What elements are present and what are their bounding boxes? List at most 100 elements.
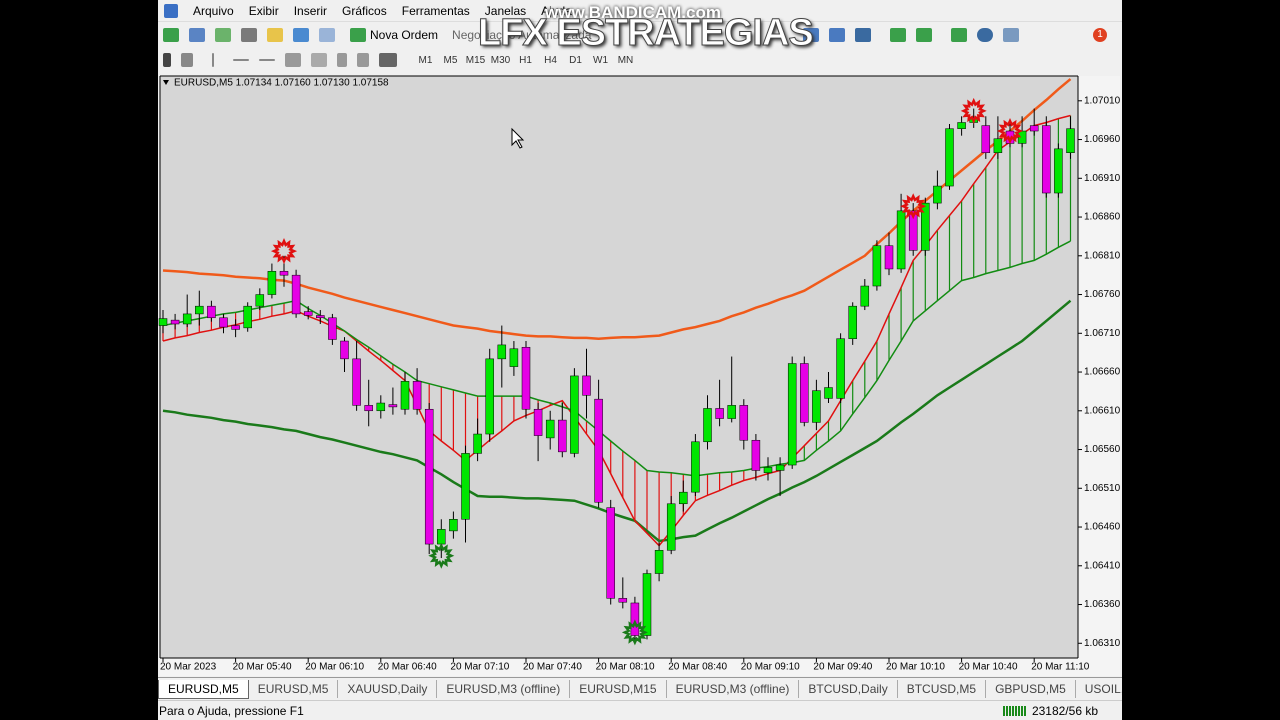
candle-body bbox=[981, 125, 991, 153]
new-order-button[interactable]: Nova Ordem bbox=[350, 27, 438, 42]
tool-icon[interactable] bbox=[163, 53, 171, 67]
zoom-tools bbox=[798, 27, 1024, 42]
chart-tab[interactable]: EURUSD,M15 bbox=[570, 680, 667, 698]
candle-body bbox=[993, 138, 1003, 153]
tool-icon[interactable] bbox=[829, 27, 845, 42]
y-tick-label: 1.06610 bbox=[1084, 405, 1121, 416]
notification-badge[interactable]: 1 bbox=[1093, 27, 1107, 42]
candle-body bbox=[376, 402, 386, 412]
timeframe-button[interactable]: D1 bbox=[569, 54, 582, 66]
timeframe-button[interactable]: MN bbox=[617, 54, 634, 66]
candle-body bbox=[279, 271, 289, 276]
candle-body bbox=[388, 404, 398, 408]
tool-icon[interactable] bbox=[212, 53, 214, 67]
tool-icon[interactable] bbox=[1003, 27, 1019, 42]
tool-icon[interactable] bbox=[357, 53, 369, 67]
candle-body bbox=[558, 419, 567, 453]
candle-body bbox=[473, 433, 482, 454]
candle-body bbox=[921, 202, 930, 251]
chart-tab[interactable]: BTCUSD,M5 bbox=[898, 680, 987, 698]
candle-body bbox=[957, 122, 966, 129]
x-tick-label: 20 Mar 10:40 bbox=[959, 662, 1018, 673]
signal-marker bbox=[270, 238, 298, 265]
candle-body bbox=[630, 602, 640, 636]
chart-title: EURUSD,M5 1.07134 1.07160 1.07130 1.0715… bbox=[174, 78, 389, 89]
x-tick-label: 20 Mar 05:40 bbox=[233, 662, 292, 673]
mouse-cursor bbox=[511, 127, 525, 149]
tool-icon[interactable] bbox=[951, 27, 967, 42]
candle-body bbox=[1029, 125, 1039, 132]
tool-icon[interactable] bbox=[855, 27, 871, 42]
tool-icon[interactable] bbox=[379, 53, 397, 67]
candle-body bbox=[848, 305, 857, 339]
y-tick-label: 1.07010 bbox=[1084, 95, 1121, 106]
candle-body bbox=[908, 210, 918, 251]
indicator-line bbox=[162, 114, 1071, 547]
menu-item[interactable]: Arquivo bbox=[193, 3, 234, 18]
candle-body bbox=[1066, 128, 1075, 153]
y-tick-label: 1.06660 bbox=[1084, 367, 1121, 378]
tool-icon[interactable] bbox=[215, 27, 231, 42]
candle-body bbox=[739, 405, 749, 441]
tool-icon[interactable] bbox=[890, 27, 906, 42]
chart-tab[interactable]: EURUSD,M5 bbox=[249, 680, 339, 698]
candle-body bbox=[679, 491, 688, 505]
chart-tab[interactable]: USOIL,H1 bbox=[1076, 680, 1122, 698]
candle-body bbox=[424, 408, 434, 545]
tool-icon[interactable] bbox=[241, 27, 257, 42]
candle-body bbox=[872, 245, 882, 287]
menu-item[interactable]: Ajuda bbox=[541, 3, 572, 18]
status-traffic: 23182/56 kb bbox=[1002, 704, 1098, 718]
timeframe-button[interactable]: M15 bbox=[465, 54, 486, 66]
candle-body bbox=[763, 467, 773, 474]
tool-icon[interactable] bbox=[337, 53, 347, 67]
chart-tab[interactable]: EURUSD,M5 bbox=[158, 679, 249, 699]
timeframe-button[interactable]: W1 bbox=[593, 54, 608, 66]
menu-item[interactable]: Gráficos bbox=[342, 3, 387, 18]
timeframe-button[interactable]: M30 bbox=[490, 54, 511, 66]
auto-trading-button[interactable]: Negociação Automatizada bbox=[452, 27, 592, 42]
candle-body bbox=[606, 507, 615, 599]
tool-icon[interactable] bbox=[233, 59, 249, 61]
candle-body bbox=[509, 348, 519, 367]
tool-icon[interactable] bbox=[259, 59, 275, 61]
chart-tab[interactable]: EURUSD,M3 (offline) bbox=[667, 680, 800, 698]
tool-icon[interactable] bbox=[311, 53, 327, 67]
tool-icon[interactable] bbox=[189, 27, 205, 42]
tool-icon[interactable] bbox=[285, 53, 301, 67]
menu-item[interactable]: Janelas bbox=[484, 3, 527, 18]
x-tick-label: 20 Mar 09:10 bbox=[741, 662, 800, 673]
candle-body bbox=[207, 305, 216, 319]
candle-body bbox=[328, 317, 337, 340]
menu-item[interactable]: Inserir bbox=[293, 3, 328, 18]
timeframe-button[interactable]: H4 bbox=[544, 54, 557, 66]
timeframe-button[interactable]: H1 bbox=[519, 54, 532, 66]
candle-body bbox=[255, 294, 265, 307]
tool-icon[interactable] bbox=[181, 53, 193, 67]
candle-body bbox=[787, 363, 797, 466]
candle-body bbox=[666, 503, 676, 551]
tool-icon[interactable] bbox=[267, 27, 283, 42]
tool-icon[interactable] bbox=[916, 27, 932, 42]
menu-item[interactable]: Exibir bbox=[248, 3, 279, 18]
chart-tab[interactable]: XAUUSD,Daily bbox=[338, 680, 438, 698]
toolbar: Nova Ordem Negociação Automatizada 1 bbox=[158, 21, 1122, 47]
chart-tab[interactable]: EURUSD,M3 (offline) bbox=[437, 680, 571, 698]
tool-icon[interactable] bbox=[319, 27, 335, 42]
tool-icon[interactable] bbox=[163, 27, 179, 42]
candle-body bbox=[933, 185, 942, 204]
candle-body bbox=[485, 358, 494, 435]
tool-icon[interactable] bbox=[293, 27, 309, 42]
candle-body bbox=[860, 285, 870, 307]
tool-icon[interactable] bbox=[803, 27, 819, 42]
chart-tab[interactable]: BTCUSD,Daily bbox=[799, 680, 898, 698]
candle-body bbox=[316, 315, 325, 319]
candle-body bbox=[691, 441, 700, 493]
menu-item[interactable]: Ferramentas bbox=[401, 3, 470, 18]
tool-icon[interactable] bbox=[977, 27, 993, 42]
candle-body bbox=[1054, 148, 1063, 194]
candle-body bbox=[291, 274, 301, 315]
chart-tab[interactable]: GBPUSD,M5 bbox=[986, 680, 1076, 698]
timeframe-button[interactable]: M1 bbox=[418, 54, 433, 66]
timeframe-button[interactable]: M5 bbox=[443, 54, 458, 66]
